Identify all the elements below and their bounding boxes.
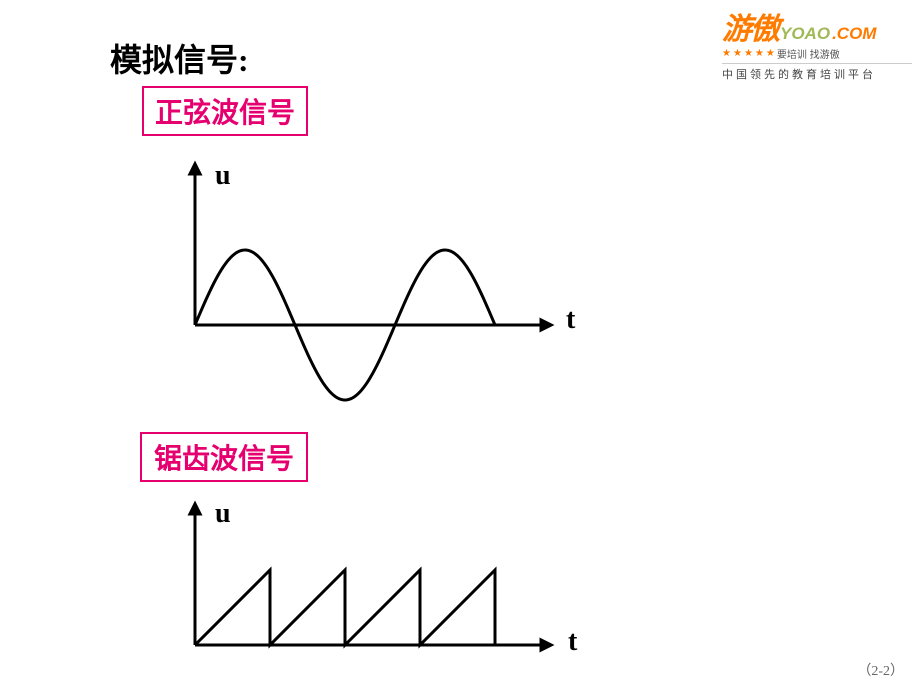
sawtooth-chart (175, 495, 575, 675)
sine-svg (175, 155, 575, 435)
logo-com-text: .COM (832, 24, 876, 44)
sine-y-axis-label: u (215, 160, 231, 192)
sine-label-box: 正弦波信号 (142, 86, 308, 136)
sine-label-text: 正弦波信号 (155, 91, 295, 131)
star-icon: ★ (733, 48, 742, 59)
sine-chart (175, 155, 575, 435)
sawtooth-label-box: 锯齿波信号 (140, 432, 308, 482)
logo-yoao-text: YOAO (780, 24, 830, 44)
page-number: （2-2） (857, 660, 904, 680)
sawtooth-label-text: 锯齿波信号 (154, 437, 294, 477)
logo-cn-text: 游傲 (722, 4, 778, 48)
star-icon: ★ (722, 48, 731, 59)
page-title: 模拟信号: (110, 35, 249, 81)
sawtooth-x-axis-label: t (568, 626, 577, 658)
sine-x-axis-label: t (566, 304, 575, 336)
logo-slogan: ★ ★ ★ ★ ★ 要培训 找游傲 (722, 46, 912, 61)
star-icon: ★ (744, 48, 753, 59)
logo-subtext: 中国领先的教育培训平台 (722, 63, 912, 82)
logo-slogan-text: 要培训 找游傲 (777, 46, 840, 61)
sawtooth-y-axis-label: u (215, 498, 231, 530)
logo-top-line: 游傲 YOAO .COM (722, 4, 912, 48)
star-icon: ★ (766, 48, 775, 59)
logo: 游傲 YOAO .COM ★ ★ ★ ★ ★ 要培训 找游傲 中国领先的教育培训… (722, 4, 912, 82)
sawtooth-svg (175, 495, 575, 675)
star-icon: ★ (755, 48, 764, 59)
